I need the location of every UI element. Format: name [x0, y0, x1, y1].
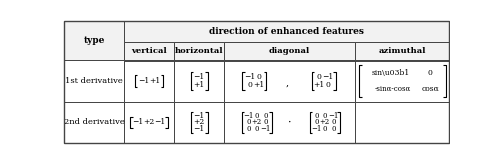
Text: +1: +1	[253, 81, 264, 89]
Bar	[124, 102, 174, 143]
Text: direction of enhanced features: direction of enhanced features	[209, 27, 364, 36]
Text: −1: −1	[132, 119, 144, 126]
Bar	[64, 22, 124, 60]
Text: ·: ·	[288, 118, 292, 127]
Text: 0: 0	[314, 119, 318, 126]
Bar	[174, 60, 224, 102]
Text: 2nd derivative: 2nd derivative	[64, 119, 124, 126]
Text: +1: +1	[150, 77, 160, 85]
Text: cosα: cosα	[422, 85, 439, 93]
Text: +2: +2	[194, 119, 204, 126]
Text: vertical: vertical	[131, 47, 167, 55]
Text: -sinα-cosα: -sinα-cosα	[374, 85, 411, 93]
Text: ,: ,	[286, 79, 288, 88]
Text: +2: +2	[144, 119, 154, 126]
Text: 0: 0	[322, 112, 327, 120]
Text: 0: 0	[322, 125, 327, 133]
Text: 0: 0	[316, 73, 322, 81]
Text: 0: 0	[428, 69, 433, 77]
Text: −1: −1	[244, 73, 255, 81]
Text: 0: 0	[254, 125, 259, 133]
Bar	[64, 102, 124, 143]
Bar	[64, 22, 124, 42]
Bar	[224, 60, 355, 102]
Text: 0: 0	[246, 125, 250, 133]
Text: −1: −1	[138, 77, 149, 85]
Text: −1: −1	[260, 125, 270, 133]
Text: −1: −1	[311, 125, 322, 133]
Text: 0: 0	[263, 112, 268, 120]
Text: −1: −1	[194, 112, 204, 120]
Text: 0: 0	[263, 119, 268, 126]
Text: 0: 0	[326, 81, 330, 89]
Text: 0: 0	[314, 112, 318, 120]
Bar	[64, 60, 124, 102]
Text: 0: 0	[246, 119, 250, 126]
Text: 1st derivative: 1st derivative	[66, 77, 123, 85]
Bar	[224, 102, 355, 143]
Text: +2: +2	[252, 119, 262, 126]
Text: 0: 0	[256, 73, 262, 81]
Text: azimuthal: azimuthal	[378, 47, 426, 55]
Bar	[355, 102, 449, 143]
Text: 0: 0	[254, 112, 259, 120]
Text: +1: +1	[194, 81, 204, 89]
Bar	[224, 42, 355, 60]
Text: +2: +2	[320, 119, 330, 126]
Text: −1: −1	[154, 119, 166, 126]
Text: 0: 0	[331, 125, 336, 133]
Text: 0: 0	[247, 81, 252, 89]
Text: sin\u03b1: sin\u03b1	[372, 69, 410, 77]
Bar	[355, 60, 449, 102]
Bar	[124, 42, 174, 60]
Text: −1: −1	[243, 112, 254, 120]
Text: −1: −1	[194, 73, 204, 81]
Text: −1: −1	[194, 125, 204, 133]
Bar	[174, 42, 224, 60]
Text: −1: −1	[328, 112, 338, 120]
Text: +1: +1	[314, 81, 324, 89]
Text: 0: 0	[331, 119, 336, 126]
Text: −1: −1	[322, 73, 334, 81]
Bar	[124, 60, 174, 102]
Bar	[174, 102, 224, 143]
Bar	[124, 22, 449, 42]
Bar	[355, 42, 449, 60]
Text: diagonal: diagonal	[269, 47, 310, 55]
Text: type: type	[84, 36, 105, 45]
Text: horizontal: horizontal	[175, 47, 224, 55]
